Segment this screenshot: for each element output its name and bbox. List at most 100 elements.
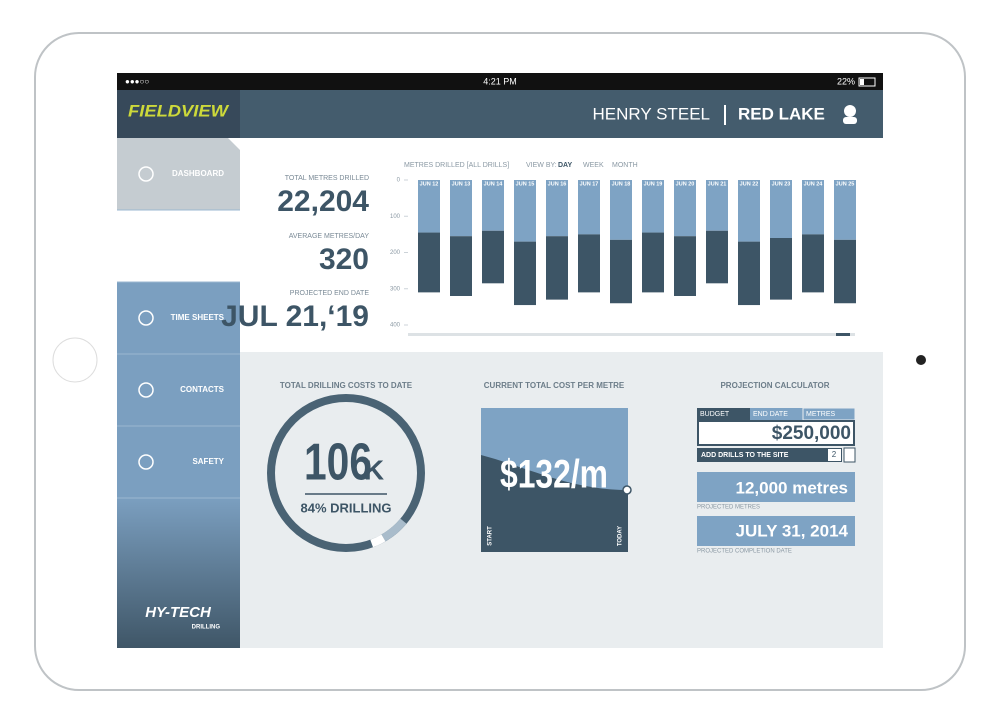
bar-segment bbox=[738, 241, 760, 306]
panel-title: PROJECTION CALCULATOR bbox=[720, 381, 829, 390]
battery-icon bbox=[858, 77, 876, 87]
bar-segment bbox=[770, 180, 792, 238]
projected-metres: 12,000 metres bbox=[736, 478, 848, 497]
nav-label[interactable]: SAFETY bbox=[192, 457, 224, 466]
spinner[interactable] bbox=[843, 447, 856, 463]
drills-input[interactable] bbox=[828, 449, 841, 461]
bar-segment bbox=[802, 180, 824, 235]
bar-segment bbox=[738, 180, 760, 242]
x-tick-label: JUN 23 bbox=[772, 181, 791, 187]
view-option[interactable]: WEEK bbox=[583, 162, 604, 169]
notch bbox=[228, 138, 240, 150]
bar-chart: METRES DRILLED [ALL DRILLS] VIEW BY: DAY… bbox=[390, 162, 856, 336]
x-tick-label: JUN 17 bbox=[580, 181, 599, 187]
battery-fill bbox=[860, 79, 864, 85]
budget-input[interactable] bbox=[697, 420, 855, 446]
stat-label: AVERAGE METRES/DAY bbox=[289, 233, 370, 240]
scroll-thumb[interactable] bbox=[836, 333, 850, 336]
nav-label[interactable]: REPORTS bbox=[185, 241, 224, 250]
home-button[interactable] bbox=[52, 337, 98, 383]
donut-ring bbox=[267, 394, 425, 552]
nav-icon bbox=[138, 310, 154, 326]
logo: FIELDVIEW bbox=[128, 101, 230, 120]
tab-label[interactable]: BUDGET bbox=[700, 411, 730, 418]
view-by-label: VIEW BY: bbox=[526, 162, 557, 169]
x-tick-label: JUN 21 bbox=[708, 181, 727, 187]
date-label: PROJECTED COMPLETION DATE bbox=[697, 549, 792, 555]
bar-segment bbox=[450, 236, 472, 296]
y-tick-label: 0 bbox=[397, 178, 401, 184]
bar-segment bbox=[610, 180, 632, 240]
x-tick-label: JUN 13 bbox=[452, 181, 471, 187]
cost-curve bbox=[481, 455, 628, 552]
nav-label[interactable]: TIME SHEETS bbox=[171, 313, 225, 322]
cost-subtitle: 84% DRILLING bbox=[300, 500, 391, 515]
bar-segment bbox=[418, 232, 440, 293]
user-name: HENRY STEEL bbox=[593, 104, 710, 123]
bar-segment bbox=[674, 180, 696, 237]
x-tick-label: JUN 16 bbox=[548, 181, 567, 187]
metres-label: PROJECTED METRES bbox=[697, 505, 760, 511]
bar-segment bbox=[514, 180, 536, 242]
view-option[interactable]: MONTH bbox=[612, 162, 638, 169]
bar-segment bbox=[802, 234, 824, 293]
start-label: START bbox=[488, 526, 494, 546]
site-name: RED LAKE bbox=[738, 104, 825, 123]
battery-level: 22% bbox=[837, 76, 855, 86]
bar-segment bbox=[610, 239, 632, 304]
view-option[interactable]: DAY bbox=[558, 162, 572, 169]
drills-row bbox=[697, 448, 842, 462]
bar-segment bbox=[546, 236, 568, 300]
x-tick-label: JUN 24 bbox=[804, 181, 824, 187]
signal: ●●●○○ bbox=[125, 77, 149, 86]
tab-label[interactable]: END DATE bbox=[753, 411, 788, 418]
bar-segment bbox=[578, 234, 600, 293]
stat-value: 22,204 bbox=[277, 185, 369, 218]
bar-segment bbox=[770, 238, 792, 300]
bar-segment bbox=[674, 236, 696, 296]
header bbox=[117, 90, 883, 138]
bar-segment bbox=[706, 230, 728, 284]
stat-value: JUL 21,‘19 bbox=[221, 300, 369, 333]
bar-segment bbox=[834, 239, 856, 304]
x-tick-label: JUN 25 bbox=[836, 181, 855, 187]
nav-item[interactable] bbox=[117, 210, 240, 282]
stat-label: TOTAL METRES DRILLED bbox=[285, 175, 369, 182]
tab-label[interactable]: METRES bbox=[806, 411, 836, 418]
camera bbox=[916, 355, 926, 365]
x-tick-label: JUN 19 bbox=[644, 181, 663, 187]
donut-segment bbox=[381, 518, 407, 542]
bar-segment bbox=[578, 180, 600, 235]
brand-sub: DRILLING bbox=[192, 625, 221, 631]
scroll-track[interactable] bbox=[408, 333, 855, 336]
drills-value[interactable]: 2 bbox=[832, 450, 837, 459]
cost-per-metre: $132/m bbox=[500, 453, 608, 497]
budget-value[interactable]: $250,000 bbox=[772, 423, 851, 444]
drills-label: ADD DRILLS TO THE SITE bbox=[701, 452, 789, 459]
bar-segment bbox=[450, 180, 472, 237]
logo-area bbox=[117, 90, 240, 138]
stat-label: PROJECTED END DATE bbox=[290, 290, 370, 297]
sidebar-footer bbox=[117, 498, 240, 648]
x-tick-label: JUN 14 bbox=[484, 181, 504, 187]
y-tick-label: 300 bbox=[390, 286, 401, 292]
y-tick-label: 100 bbox=[390, 214, 401, 220]
nav-label[interactable]: DASHBOARD bbox=[172, 169, 224, 178]
x-tick-label: JUN 15 bbox=[516, 181, 535, 187]
x-tick-label: JUN 18 bbox=[612, 181, 631, 187]
user-icon[interactable] bbox=[844, 105, 856, 117]
donut-gap bbox=[370, 534, 386, 548]
nav-icon bbox=[138, 454, 154, 470]
x-tick-label: JUN 22 bbox=[740, 181, 759, 187]
tab[interactable] bbox=[697, 408, 750, 420]
tab[interactable] bbox=[750, 408, 803, 420]
cost-value: 106 bbox=[304, 434, 372, 492]
nav-label[interactable]: CONTACTS bbox=[180, 385, 225, 394]
nav-icon bbox=[138, 238, 154, 254]
bar-segment bbox=[482, 230, 504, 284]
date-box bbox=[697, 516, 855, 546]
panel-title: CURRENT TOTAL COST PER METRE bbox=[484, 381, 625, 390]
y-tick-label: 200 bbox=[390, 250, 401, 256]
x-tick-label: JUN 20 bbox=[676, 181, 695, 187]
